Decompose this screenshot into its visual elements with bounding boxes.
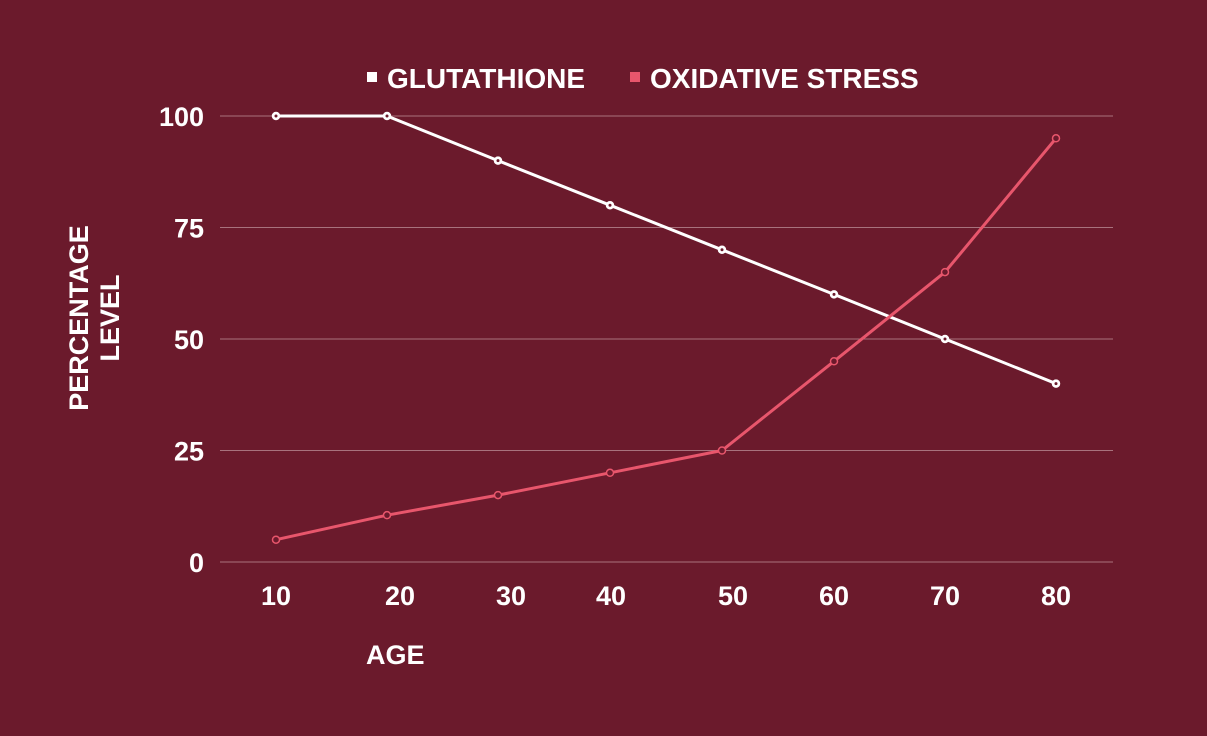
legend-marker-glutathione xyxy=(367,72,377,82)
legend-marker-oxidative-stress xyxy=(630,72,640,82)
data-point-center xyxy=(832,292,836,296)
series-line xyxy=(276,114,1057,385)
x-tick-label: 80 xyxy=(1041,581,1071,611)
y-axis-title-line-1: PERCENTAGE xyxy=(64,225,94,411)
gridlines xyxy=(220,115,1113,563)
data-point-center xyxy=(720,248,724,252)
y-axis-ticks: 0 25 50 75 100 xyxy=(159,102,204,578)
series-glutathione xyxy=(271,111,1061,388)
data-point-center xyxy=(1054,136,1058,140)
y-tick-label: 75 xyxy=(174,214,204,244)
data-point-center xyxy=(608,203,612,207)
data-point-center xyxy=(385,114,389,118)
x-axis-ticks: 10 20 30 40 50 60 70 80 xyxy=(261,581,1071,611)
y-tick-label: 50 xyxy=(174,325,204,355)
data-point-center xyxy=(943,337,947,341)
x-axis-title: AGE xyxy=(366,640,425,670)
data-point-center xyxy=(1054,382,1058,386)
series-layer xyxy=(271,111,1061,544)
data-point-center xyxy=(608,471,612,475)
data-point-center xyxy=(943,270,947,274)
x-tick-label: 10 xyxy=(261,581,291,611)
data-point-center xyxy=(496,493,500,497)
y-tick-label: 100 xyxy=(159,102,204,132)
chart-legend: GLUTATHIONE OXIDATIVE STRESS xyxy=(367,63,919,94)
x-tick-label: 20 xyxy=(385,581,415,611)
data-point-center xyxy=(274,538,278,542)
x-tick-label: 40 xyxy=(596,581,626,611)
legend-label-oxidative-stress: OXIDATIVE STRESS xyxy=(650,63,919,94)
data-point-center xyxy=(720,449,724,452)
x-tick-label: 50 xyxy=(718,581,748,611)
x-tick-label: 60 xyxy=(819,581,849,611)
series-oxidative-stress xyxy=(271,134,1061,544)
series-line xyxy=(275,137,1058,542)
x-tick-label: 30 xyxy=(496,581,526,611)
y-axis-title-line-2: LEVEL xyxy=(95,274,125,361)
legend-label-glutathione: GLUTATHIONE xyxy=(387,63,585,94)
y-tick-label: 0 xyxy=(189,548,204,578)
data-point-center xyxy=(385,513,389,517)
data-point-center xyxy=(496,159,500,163)
y-tick-label: 25 xyxy=(174,437,204,467)
data-point-center xyxy=(274,114,278,118)
x-tick-label: 70 xyxy=(930,581,960,611)
data-point-center xyxy=(832,359,836,363)
